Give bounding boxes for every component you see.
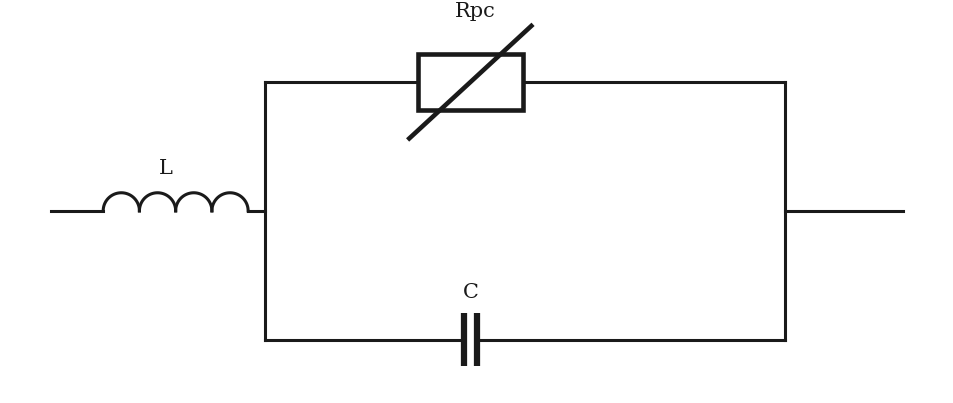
- Text: Rpc: Rpc: [455, 2, 495, 21]
- Text: L: L: [159, 160, 172, 179]
- Text: C: C: [462, 283, 477, 302]
- Bar: [417, 54, 522, 110]
